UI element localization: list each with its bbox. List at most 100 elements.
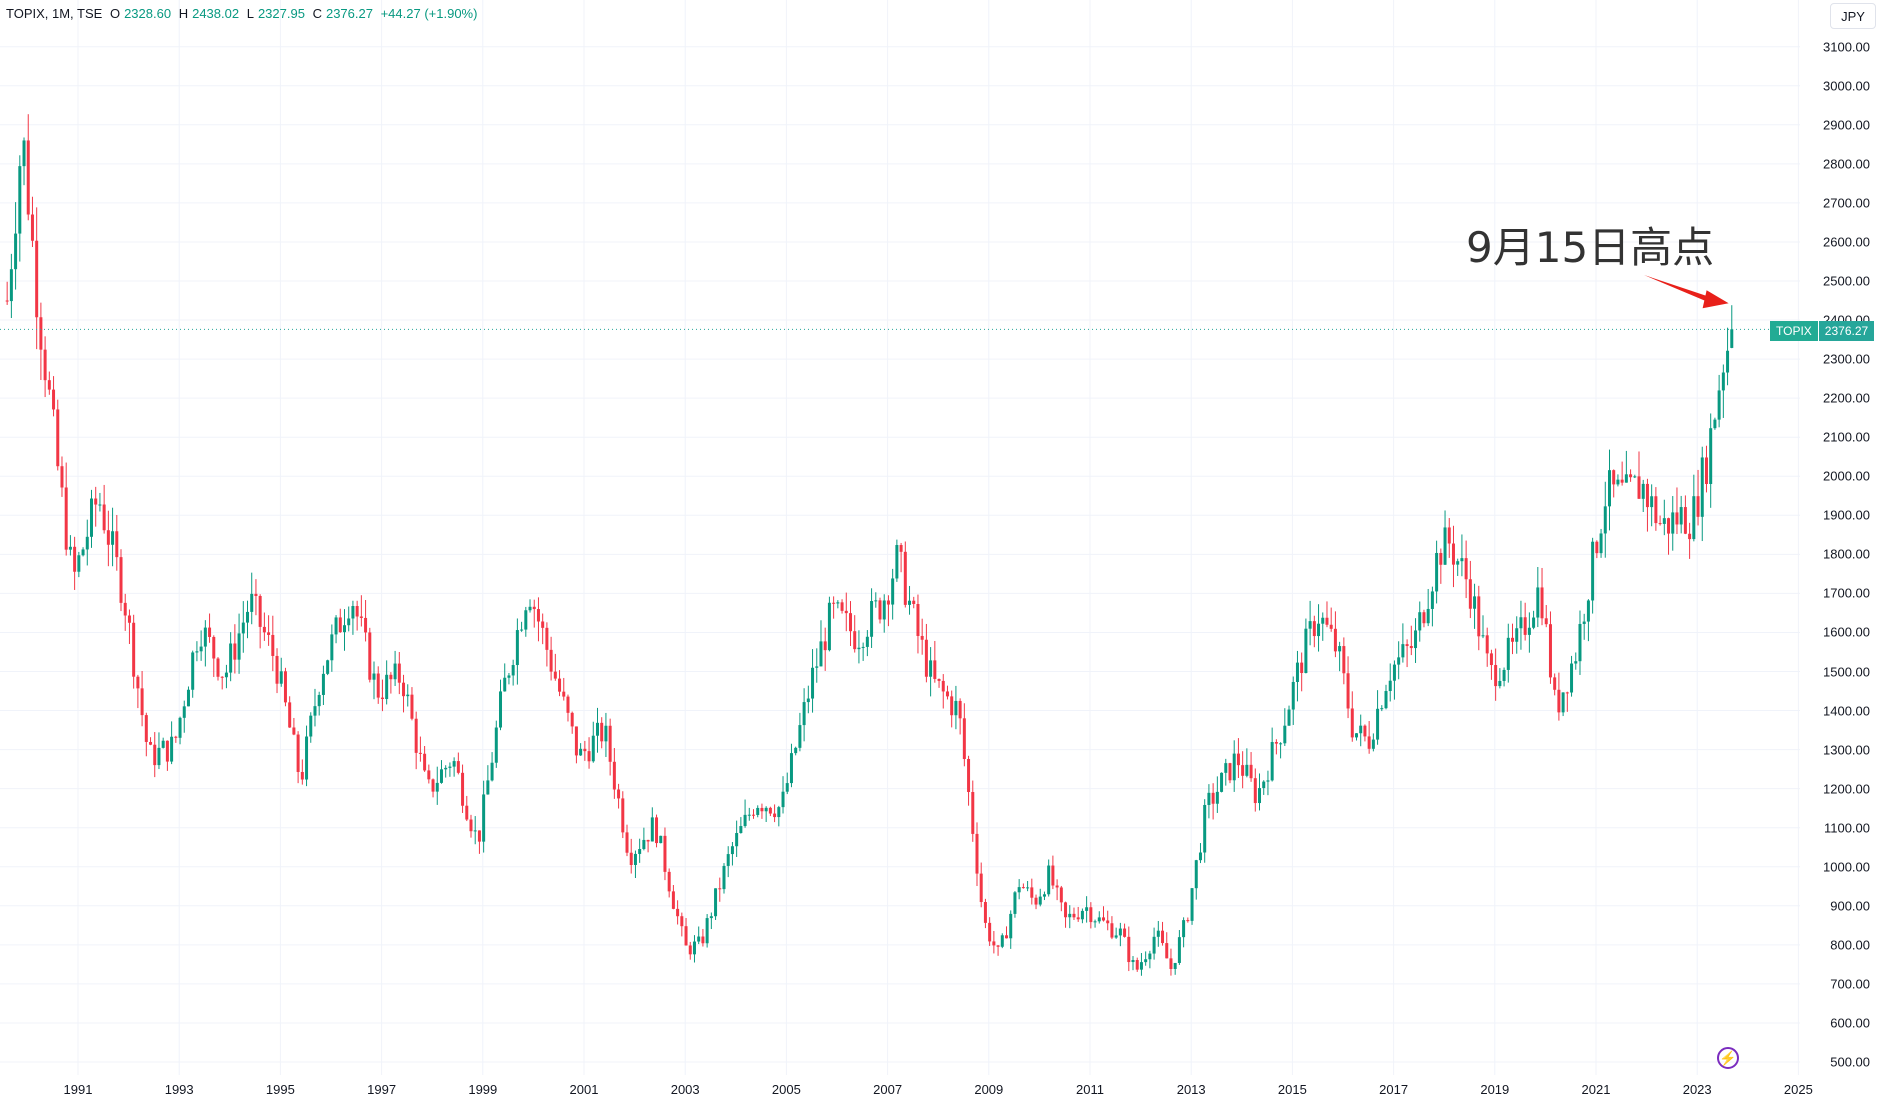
candle-body — [1064, 902, 1068, 918]
candle — [376, 666, 380, 704]
candle-body — [1165, 943, 1169, 959]
candle — [499, 679, 503, 731]
candle-body — [562, 691, 566, 697]
candle — [1607, 449, 1611, 531]
x-tick-label: 2019 — [1480, 1082, 1510, 1097]
candle — [9, 253, 13, 319]
candle — [22, 137, 26, 186]
candle-body — [368, 632, 372, 680]
candle — [1633, 474, 1637, 479]
candle-body — [811, 667, 815, 699]
candle — [1139, 953, 1143, 976]
y-tick-label: 3100.00 — [1823, 39, 1870, 55]
candle-body — [300, 771, 304, 780]
candle — [1586, 599, 1590, 642]
candle — [368, 627, 372, 683]
candle-body — [1578, 623, 1582, 662]
candle — [482, 780, 486, 853]
candle — [967, 755, 971, 806]
candle-body — [511, 665, 515, 676]
candle — [212, 635, 216, 677]
candle-body — [1152, 936, 1156, 954]
candle-body — [1236, 753, 1240, 766]
candle — [1692, 474, 1696, 542]
candle — [1232, 740, 1236, 792]
candle-body — [220, 676, 224, 678]
candle — [920, 618, 924, 655]
candle — [937, 678, 941, 688]
candle — [1506, 623, 1510, 683]
candle-body — [625, 832, 629, 853]
candle-body — [1304, 628, 1308, 673]
candle-body — [1637, 476, 1641, 499]
candle — [819, 620, 823, 667]
candle — [1397, 641, 1401, 680]
candle — [1662, 499, 1666, 536]
candle — [1106, 910, 1110, 931]
candle-body — [161, 740, 165, 748]
candle-body — [794, 747, 798, 754]
candle — [195, 641, 199, 662]
candle — [1047, 859, 1051, 897]
candle — [444, 765, 448, 778]
candle-body — [1283, 725, 1287, 744]
candle-body — [1650, 496, 1654, 508]
arrow-head — [1702, 290, 1729, 309]
candle-body — [1258, 788, 1262, 804]
candle — [1350, 691, 1354, 742]
candle-body — [486, 780, 490, 795]
candle-body — [916, 604, 920, 636]
candle — [1595, 540, 1599, 559]
candle-body — [1093, 921, 1097, 923]
candle — [646, 839, 650, 853]
candle — [954, 685, 958, 730]
candle-body — [680, 916, 684, 927]
candle-body — [1354, 733, 1358, 738]
candle-body — [992, 941, 996, 946]
candle — [229, 632, 233, 682]
candle — [747, 807, 751, 821]
candle-body — [878, 600, 882, 620]
currency-button[interactable]: JPY — [1830, 3, 1876, 29]
candle — [385, 660, 389, 705]
y-tick-label: 2500.00 — [1823, 273, 1870, 289]
candle — [1236, 738, 1240, 778]
candle-body — [819, 641, 823, 667]
candle — [975, 822, 979, 887]
x-tick-label: 1991 — [63, 1082, 93, 1097]
candle-body — [1633, 476, 1637, 478]
lightning-icon[interactable]: ⚡ — [1717, 1047, 1739, 1069]
candle — [1101, 906, 1105, 922]
candle-body — [102, 504, 106, 531]
candle — [1468, 560, 1472, 619]
candle-body — [1582, 621, 1586, 624]
candle-body — [1030, 887, 1034, 898]
candle — [595, 707, 599, 753]
candle — [448, 762, 452, 777]
candle — [617, 783, 621, 809]
close-label: C — [312, 6, 322, 21]
candle — [237, 613, 241, 674]
x-tick-label: 2005 — [771, 1082, 801, 1097]
candle — [1527, 612, 1531, 653]
candle-body — [1717, 390, 1721, 420]
candle — [1026, 881, 1030, 892]
candles — [5, 114, 1734, 976]
candle-body — [937, 678, 941, 681]
candle-body — [1047, 865, 1051, 895]
y-tick-label: 1200.00 — [1823, 781, 1870, 797]
candle — [435, 766, 439, 805]
candle-body — [988, 922, 992, 942]
candle — [1258, 773, 1262, 811]
candle — [47, 371, 51, 395]
candle-body — [73, 546, 77, 572]
candle — [760, 803, 764, 819]
candle-body — [726, 854, 730, 866]
candle — [1654, 487, 1658, 531]
candle-body — [861, 646, 865, 648]
candle — [1013, 891, 1017, 918]
candle — [848, 601, 852, 647]
candle — [1076, 906, 1080, 922]
candle — [246, 600, 250, 639]
